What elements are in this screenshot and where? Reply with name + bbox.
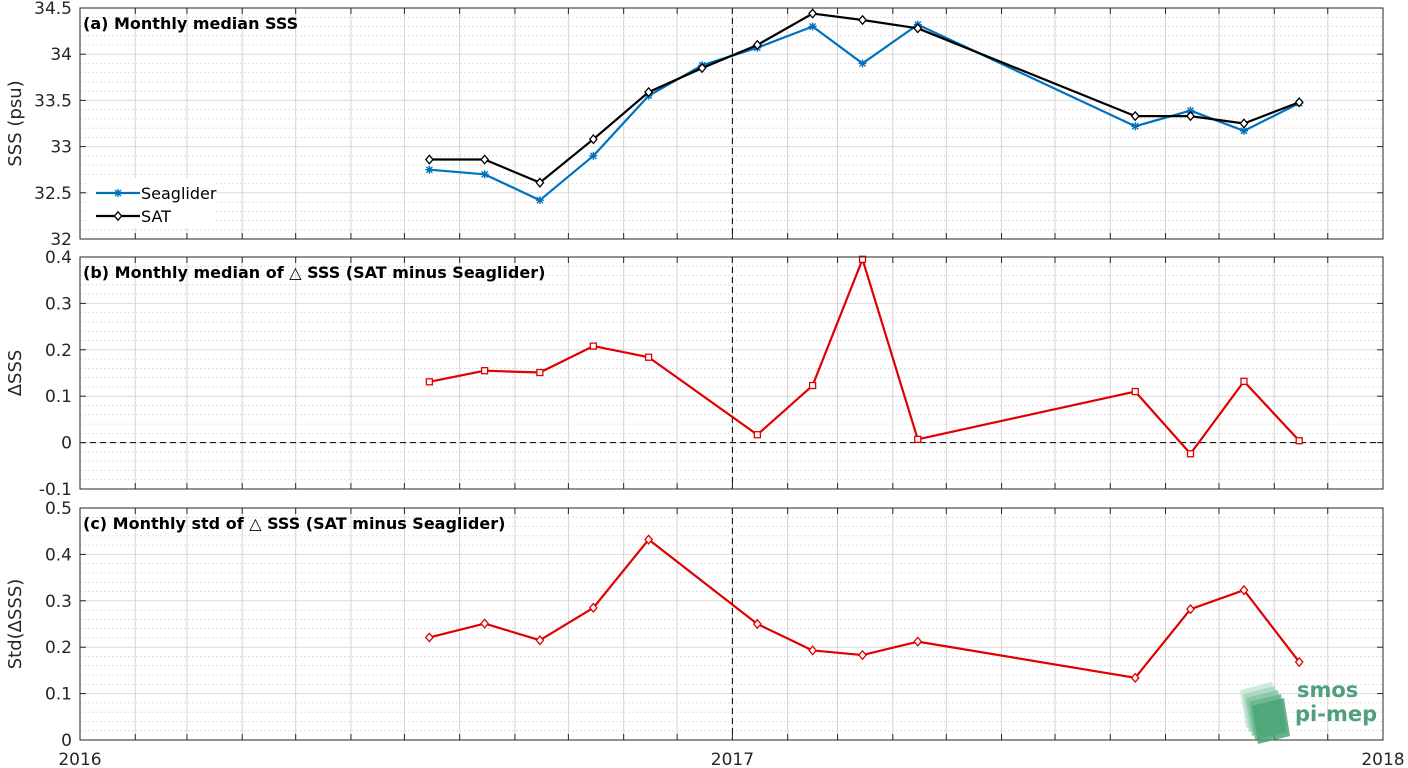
data-point <box>1239 584 1249 596</box>
y-tick-label: 34.5 <box>34 0 72 19</box>
data-point <box>808 381 817 390</box>
data-point <box>480 618 490 629</box>
panel-a-title: (a) Monthly median SSS <box>83 14 298 33</box>
panel-c-ylabel: Std(ΔSSS) <box>5 579 26 670</box>
y-tick-label: 0.5 <box>45 499 72 519</box>
legend-marker-glyph <box>114 189 122 197</box>
data-point <box>1240 377 1248 386</box>
data-point <box>858 255 867 263</box>
data-point <box>753 431 761 439</box>
legend-seaglider-label: Seaglider <box>141 184 217 203</box>
logo-mark <box>1240 682 1290 744</box>
logo-line-1: smos <box>1297 678 1358 702</box>
data-point <box>425 378 434 386</box>
data-point <box>588 602 598 613</box>
legend-sat-marker <box>113 210 123 222</box>
data-point <box>1186 110 1195 122</box>
data-point <box>858 59 867 68</box>
data-point <box>697 62 707 74</box>
data-point <box>1131 387 1139 396</box>
data-point <box>644 86 654 98</box>
logo-line-2: pi-mep <box>1295 702 1377 726</box>
series-line <box>429 23 1300 202</box>
data-point <box>588 134 598 145</box>
y-tick-label: 0.4 <box>45 545 72 565</box>
data-point <box>1130 110 1140 122</box>
x-tick-2018: 2018 <box>1361 750 1404 768</box>
panel-a-monthly-median-sss: 32 32.5 33 33.5 34 34.5 (a) Monthly median SS… <box>5 0 1384 250</box>
panel-a-ylabel: SSS (psu) <box>5 80 26 166</box>
data-point <box>1295 437 1303 445</box>
y-tick-label: 32.5 <box>34 184 72 204</box>
legend: Seaglider SAT <box>88 178 217 228</box>
data-point <box>1130 672 1140 684</box>
data-point <box>1294 656 1304 668</box>
legend-marker-glyph <box>113 210 123 222</box>
data-point <box>424 632 434 643</box>
y-tick-label: 0.1 <box>45 387 72 407</box>
data-point <box>752 618 762 630</box>
data-point <box>480 154 490 165</box>
data-point <box>1239 126 1248 135</box>
y-tick-label: 0.3 <box>45 592 72 612</box>
x-tick-2016: 2016 <box>58 750 101 768</box>
panel-c-title: (c) Monthly std of △ SSS (SAT minus Seag… <box>83 514 505 533</box>
data-point <box>1239 118 1249 129</box>
data-point <box>808 8 818 19</box>
data-point <box>535 196 544 205</box>
data-point <box>536 368 544 377</box>
x-axis-tick-labels: 2016 2017 2018 <box>58 750 1404 768</box>
data-point <box>644 534 654 545</box>
panel-b-ylabel: ΔSSS <box>5 350 26 397</box>
y-tick-label: 32 <box>50 230 72 250</box>
y-tick-label: 0.4 <box>45 248 72 268</box>
data-point <box>1186 450 1195 458</box>
data-point <box>913 636 923 647</box>
data-point <box>914 435 922 444</box>
data-point <box>808 645 818 656</box>
data-point <box>913 23 923 34</box>
panel-b-title: (b) Monthly median of △ SSS (SAT minus S… <box>83 263 545 282</box>
y-tick-label: 0.1 <box>45 685 72 705</box>
panel-b-median-delta-sss: -0.1 0 0.1 0.2 0.3 0.4 (b) Monthly median of … <box>5 248 1384 500</box>
y-tick-label: 0 <box>61 731 72 751</box>
data-point <box>535 635 545 646</box>
data-point <box>589 151 598 160</box>
data-point <box>858 14 867 26</box>
data-point <box>589 342 598 350</box>
data-point <box>644 353 653 361</box>
data-point <box>425 165 434 174</box>
data-point <box>1131 122 1140 131</box>
y-tick-label: 34 <box>50 45 72 65</box>
y-tick-label: 33.5 <box>34 91 72 111</box>
data-point <box>752 39 762 51</box>
y-tick-label: 0 <box>61 434 72 454</box>
y-tick-label: 0.2 <box>45 638 72 658</box>
data-point <box>480 170 489 179</box>
y-tick-label: -0.1 <box>39 480 72 500</box>
y-tick-label: 0.2 <box>45 341 72 361</box>
panel-c-std-delta-sss: 0 0.1 0.2 0.3 0.4 0.5 (c) Monthly std of △ SS… <box>5 499 1384 751</box>
data-point <box>1294 97 1304 108</box>
x-tick-2017: 2017 <box>711 750 754 768</box>
data-point <box>1186 106 1195 115</box>
legend-sat-label: SAT <box>141 207 171 226</box>
data-point <box>858 649 867 661</box>
y-tick-label: 0.3 <box>45 294 72 314</box>
series-line <box>429 12 1300 184</box>
legend-seaglider-marker <box>114 189 122 197</box>
data-point <box>1186 603 1195 615</box>
data-point <box>808 22 817 31</box>
y-tick-label: 33 <box>50 138 72 158</box>
data-point <box>480 367 489 375</box>
data-point <box>535 177 545 188</box>
smos-pi-mep-logo: smos pi-mep <box>1240 678 1377 744</box>
data-point <box>424 154 434 165</box>
